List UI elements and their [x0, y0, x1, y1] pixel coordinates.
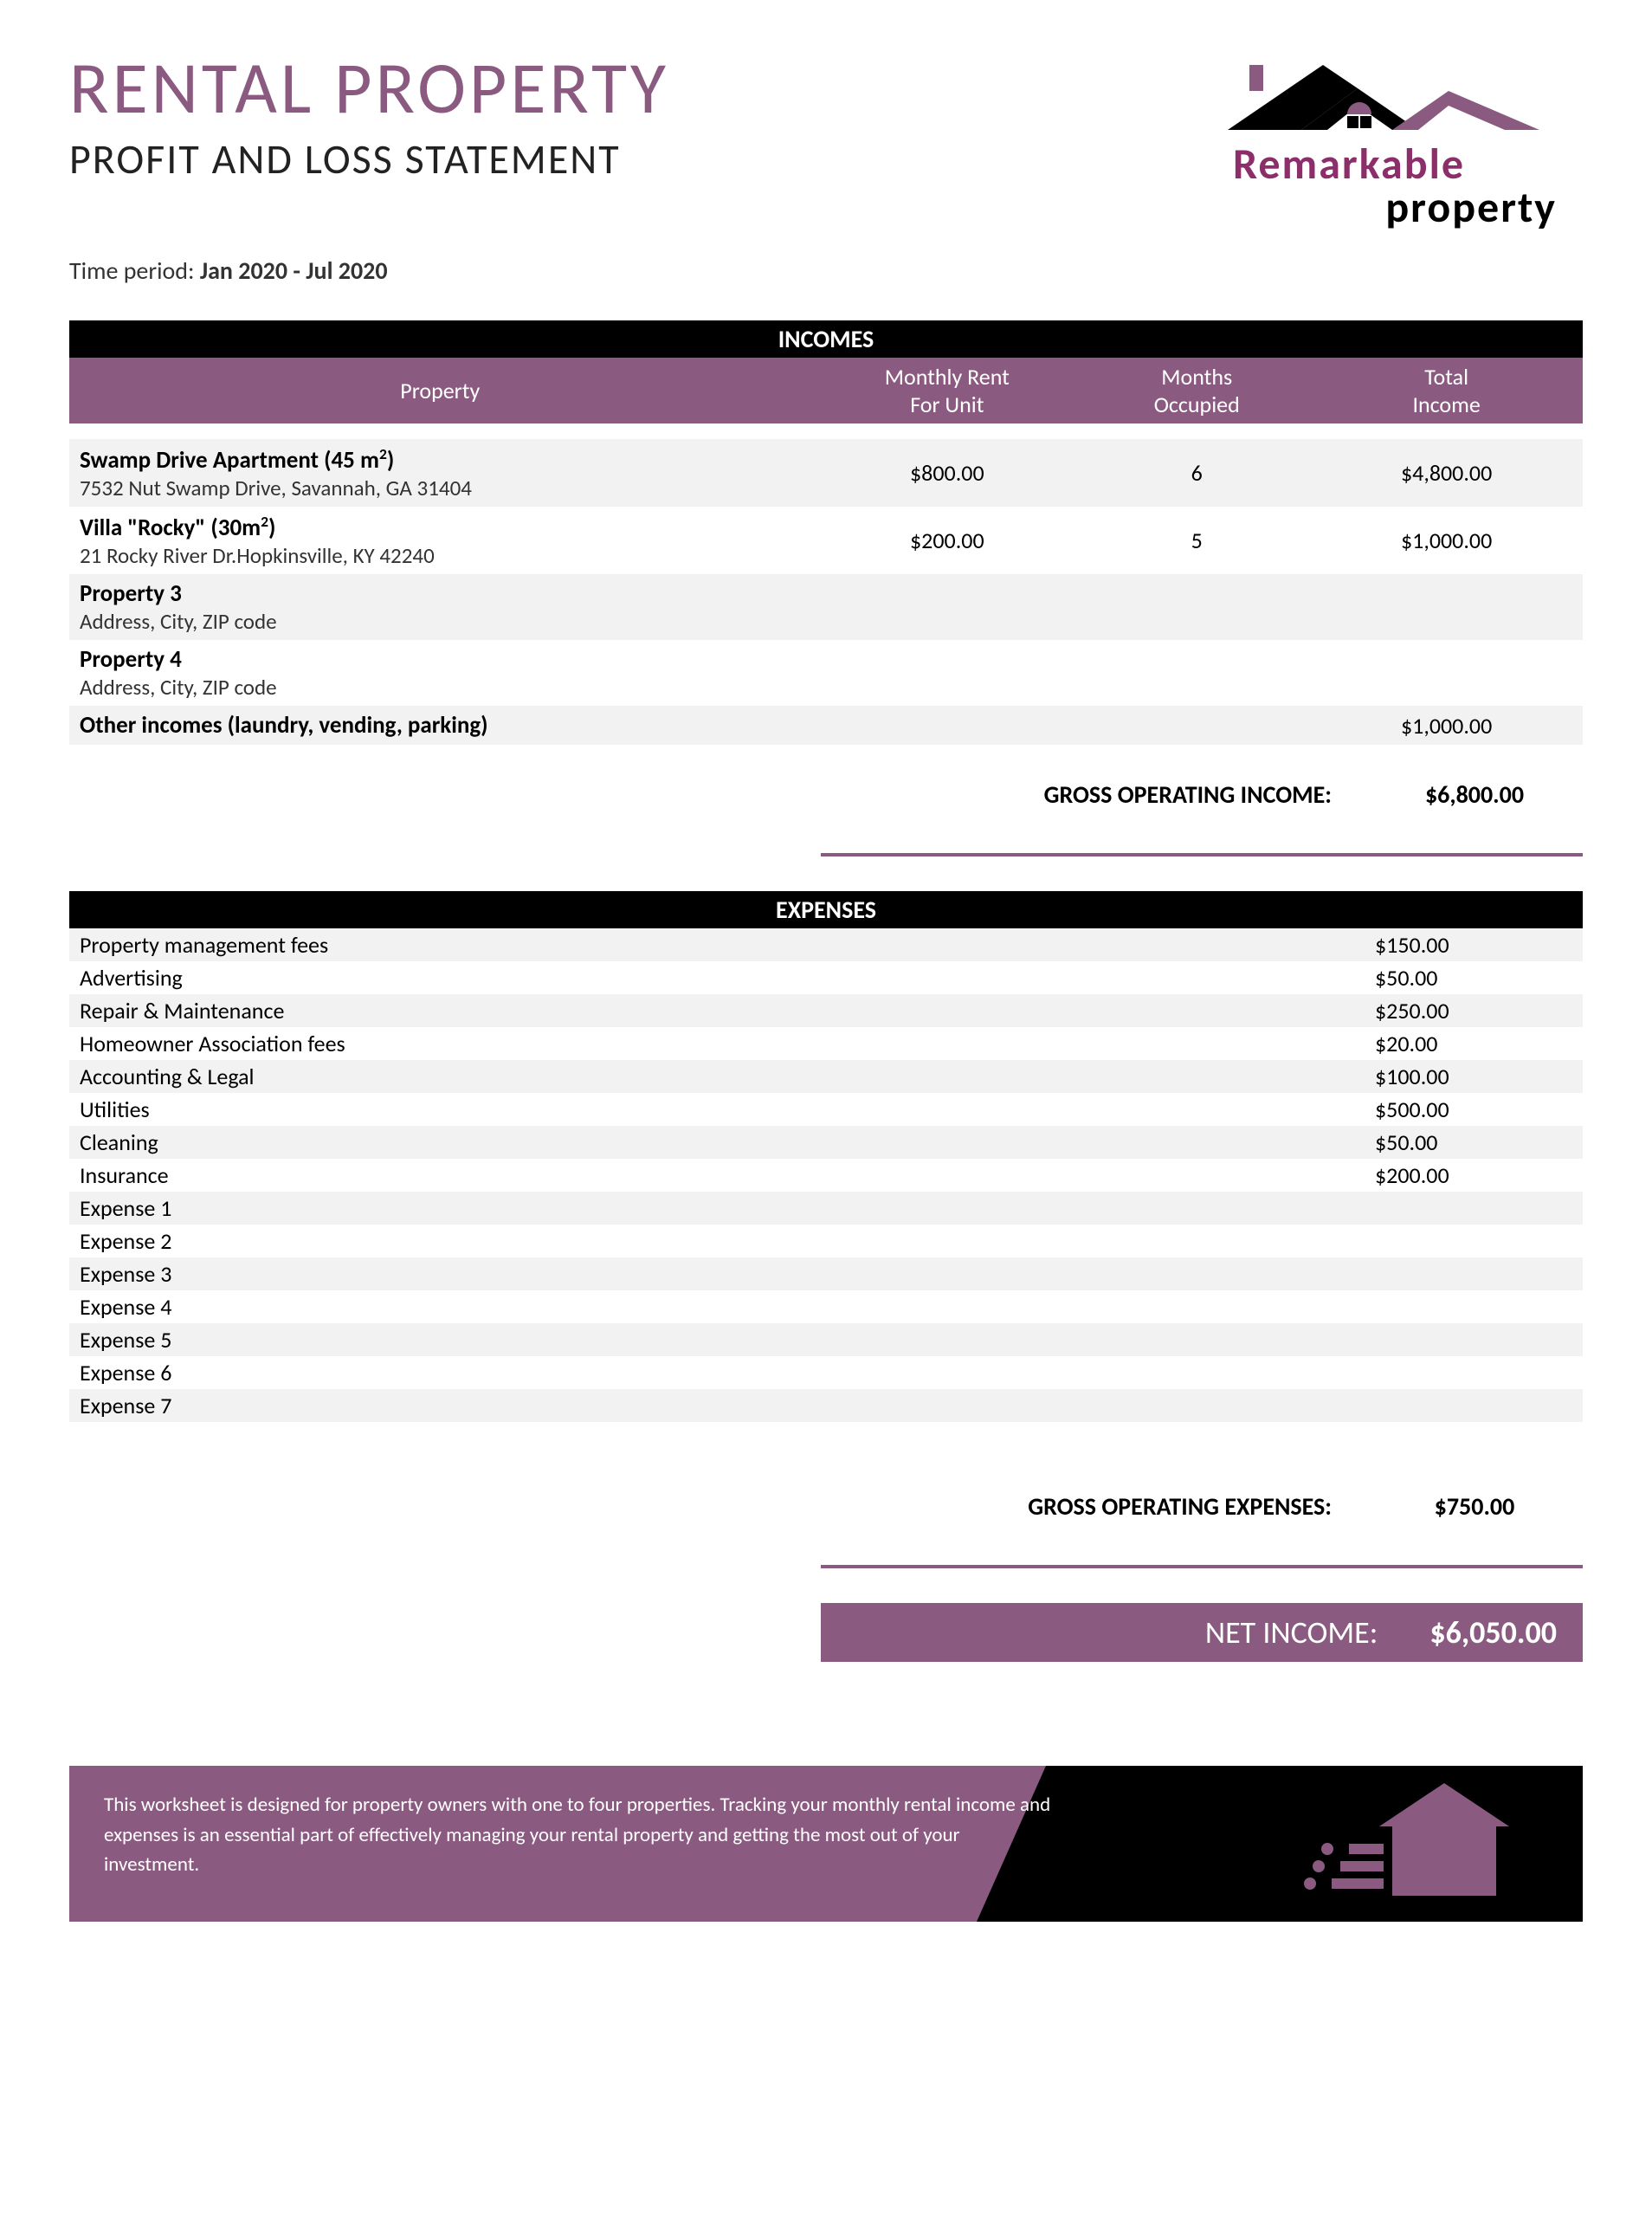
net-income-value: $6,050.00: [1429, 1613, 1557, 1651]
expense-name: Expense 4: [69, 1293, 1340, 1321]
expense-value: [1340, 1326, 1583, 1354]
income-row-other: Other incomes (laundry, vending, parking…: [69, 706, 1583, 745]
expense-row: Expense 4: [69, 1290, 1583, 1323]
sub-title: PROFIT AND LOSS STATEMENT: [69, 133, 1115, 184]
footer: This worksheet is designed for property …: [69, 1766, 1583, 1922]
total-value: $4,800.00: [1310, 459, 1583, 487]
income-row: Property 4 Address, City, ZIP code: [69, 640, 1583, 706]
gross-income-value: $6,800.00: [1366, 779, 1583, 810]
incomes-header-row: Property Monthly Rent For Unit Months Oc…: [69, 358, 1583, 423]
title-block: RENTAL PROPERTY PROFIT AND LOSS STATEMEN…: [69, 52, 1115, 184]
expense-name: Accounting & Legal: [69, 1063, 1340, 1090]
property-address: 21 Rocky River Dr.Hopkinsville, KY 42240: [80, 542, 811, 569]
expense-name: Expense 3: [69, 1260, 1340, 1288]
property-address: Address, City, ZIP code: [80, 608, 811, 635]
logo-text-1: Remarkable: [1115, 143, 1583, 186]
property-name: Property 4: [80, 645, 811, 674]
expense-name: Cleaning: [69, 1128, 1340, 1156]
net-income-label: NET INCOME:: [1205, 1613, 1430, 1651]
other-incomes-total: $1,000.00: [1310, 712, 1583, 740]
expense-name: Repair & Maintenance: [69, 997, 1340, 1024]
time-period: Time period: Jan 2020 - Jul 2020: [69, 255, 1583, 286]
logo: Remarkable property: [1115, 52, 1583, 229]
expense-value: [1340, 1359, 1583, 1386]
expense-name: Insurance: [69, 1161, 1340, 1189]
expense-name: Expense 6: [69, 1359, 1340, 1386]
expenses-section-title: EXPENSES: [69, 891, 1583, 928]
expense-row: Expense 6: [69, 1356, 1583, 1389]
divider: [821, 1565, 1583, 1568]
expense-row: Cleaning$50.00: [69, 1126, 1583, 1159]
rent-value: $200.00: [811, 527, 1084, 554]
expense-name: Homeowner Association fees: [69, 1030, 1340, 1057]
months-value: 6: [1083, 459, 1310, 487]
expense-name: Expense 7: [69, 1392, 1340, 1419]
expense-value: $50.00: [1340, 1128, 1583, 1156]
property-name: Swamp Drive Apartment (45 m2): [80, 444, 811, 475]
expenses-list: Property management fees$150.00Advertisi…: [69, 928, 1583, 1422]
logo-text-2: property: [1115, 186, 1583, 229]
expense-name: Expense 2: [69, 1227, 1340, 1255]
house-roof-icon: [1133, 52, 1565, 147]
expense-name: Expense 5: [69, 1326, 1340, 1354]
incomes-section-title: INCOMES: [69, 320, 1583, 358]
other-incomes-label: Other incomes (laundry, vending, parking…: [80, 711, 811, 740]
footer-text: This worksheet is designed for property …: [104, 1790, 1056, 1880]
expense-row: Expense 5: [69, 1323, 1583, 1356]
expense-value: $200.00: [1340, 1161, 1583, 1189]
income-row: Villa "Rocky" (30m2) 21 Rocky River Dr.H…: [69, 507, 1583, 574]
col-total: Total Income: [1310, 363, 1583, 418]
expense-value: $20.00: [1340, 1030, 1583, 1057]
property-address: Address, City, ZIP code: [80, 674, 811, 701]
income-row: Property 3 Address, City, ZIP code: [69, 574, 1583, 640]
expense-value: $250.00: [1340, 997, 1583, 1024]
gross-expenses-label: GROSS OPERATING EXPENSES:: [1028, 1491, 1366, 1522]
expense-row: Expense 1: [69, 1192, 1583, 1225]
expense-value: [1340, 1194, 1583, 1222]
rent-value: $800.00: [811, 459, 1084, 487]
expense-value: [1340, 1293, 1583, 1321]
income-row: Swamp Drive Apartment (45 m2) 7532 Nut S…: [69, 439, 1583, 507]
total-value: $1,000.00: [1310, 527, 1583, 554]
gross-expenses-row: GROSS OPERATING EXPENSES: $750.00: [69, 1491, 1583, 1522]
net-income-bar: NET INCOME: $6,050.00: [821, 1603, 1583, 1662]
col-property: Property: [69, 363, 811, 418]
expense-value: [1340, 1227, 1583, 1255]
expense-value: [1340, 1260, 1583, 1288]
property-name: Property 3: [80, 579, 811, 608]
gross-income-row: GROSS OPERATING INCOME: $6,800.00: [69, 779, 1583, 810]
expense-name: Advertising: [69, 964, 1340, 992]
expense-value: $150.00: [1340, 931, 1583, 959]
property-name: Villa "Rocky" (30m2): [80, 512, 811, 542]
expense-value: $50.00: [1340, 964, 1583, 992]
time-period-label: Time period:: [69, 255, 200, 286]
months-value: 5: [1083, 527, 1310, 554]
expense-row: Homeowner Association fees$20.00: [69, 1027, 1583, 1060]
expense-name: Utilities: [69, 1096, 1340, 1123]
expense-row: Insurance$200.00: [69, 1159, 1583, 1192]
col-months: Months Occupied: [1083, 363, 1310, 418]
expense-name: Property management fees: [69, 931, 1340, 959]
expense-row: Advertising$50.00: [69, 961, 1583, 994]
expense-row: Property management fees$150.00: [69, 928, 1583, 961]
time-period-value: Jan 2020 - Jul 2020: [200, 255, 388, 286]
gross-expenses-value: $750.00: [1366, 1491, 1583, 1522]
property-address: 7532 Nut Swamp Drive, Savannah, GA 31404: [80, 475, 811, 501]
expense-row: Utilities$500.00: [69, 1093, 1583, 1126]
main-title: RENTAL PROPERTY: [69, 52, 1115, 125]
expense-row: Expense 3: [69, 1257, 1583, 1290]
expense-name: Expense 1: [69, 1194, 1340, 1222]
expense-row: Expense 2: [69, 1225, 1583, 1257]
expense-value: [1340, 1392, 1583, 1419]
footer-graphic-icon: [977, 1766, 1583, 1922]
expense-row: Accounting & Legal$100.00: [69, 1060, 1583, 1093]
expense-value: $500.00: [1340, 1096, 1583, 1123]
expense-value: $100.00: [1340, 1063, 1583, 1090]
header: RENTAL PROPERTY PROFIT AND LOSS STATEMEN…: [69, 52, 1583, 229]
col-rent: Monthly Rent For Unit: [811, 363, 1084, 418]
gross-income-label: GROSS OPERATING INCOME:: [1044, 779, 1366, 810]
expense-row: Expense 7: [69, 1389, 1583, 1422]
expense-row: Repair & Maintenance$250.00: [69, 994, 1583, 1027]
